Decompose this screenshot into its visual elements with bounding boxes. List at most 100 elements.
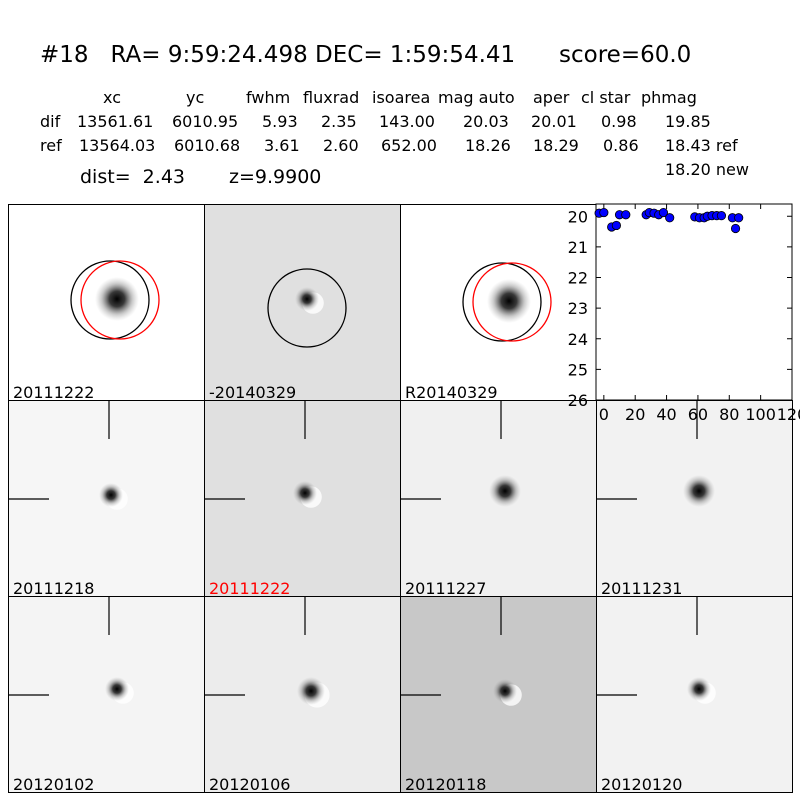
dist-readout: dist= 2.43 bbox=[80, 166, 185, 188]
cutout-date-label: 20111227 bbox=[405, 579, 487, 597]
cutout-date-label: R20140329 bbox=[405, 383, 498, 401]
y-tick-label: 22 bbox=[568, 269, 588, 288]
cutout-image bbox=[9, 597, 134, 704]
data-point bbox=[621, 210, 631, 220]
cutout-image bbox=[401, 597, 522, 706]
table-cell: 20.03 bbox=[463, 112, 509, 131]
table-cell: 6010.68 bbox=[174, 136, 241, 155]
y-tick-label: 21 bbox=[568, 238, 588, 257]
cutout-image bbox=[205, 597, 330, 708]
plot-area bbox=[595, 203, 793, 401]
data-point bbox=[658, 207, 669, 218]
lightcurve-svg: 20 21 22 23 24 25 26 0 20 40 60 80 100120 bbox=[568, 203, 800, 424]
aperture-circle bbox=[267, 268, 347, 348]
table-cell: 19.85 bbox=[665, 112, 711, 131]
col-header: yc bbox=[186, 88, 205, 107]
table-cell: 20.01 bbox=[531, 112, 577, 131]
col-header: phmag bbox=[641, 88, 697, 107]
row-label: ref bbox=[40, 136, 62, 155]
x-tick-label: 20 bbox=[625, 405, 645, 424]
star-source bbox=[687, 677, 711, 701]
col-header: fwhm bbox=[246, 88, 291, 107]
star-source bbox=[683, 475, 715, 507]
cutout-panel: -20140329 bbox=[204, 204, 401, 401]
cutout-panel: 20111222 bbox=[204, 400, 401, 597]
cutout-panel: 20120120 bbox=[596, 596, 793, 793]
star-source bbox=[105, 677, 129, 701]
row-label: dif bbox=[40, 112, 61, 131]
star-source bbox=[297, 677, 325, 705]
ref-aperture-circle bbox=[80, 260, 160, 340]
cutout-date-label: 20111231 bbox=[601, 579, 683, 597]
table-cell: 3.61 bbox=[264, 136, 300, 155]
data-point bbox=[611, 220, 621, 231]
cutout-panel: 20111227 bbox=[400, 400, 597, 597]
star-source bbox=[293, 481, 317, 505]
cutout-date-label: 20111222 bbox=[209, 579, 291, 597]
phmag-new: 18.20 new bbox=[665, 160, 749, 179]
x-tick-label: 0 bbox=[599, 405, 609, 424]
cutout-panel: 20120118 bbox=[400, 596, 597, 793]
data-point bbox=[599, 207, 609, 218]
data-point bbox=[665, 213, 675, 223]
z-readout: z=9.9900 bbox=[229, 166, 322, 188]
cutout-image bbox=[597, 597, 716, 704]
cutout-date-label: 20120118 bbox=[405, 775, 487, 793]
aperture-circle bbox=[462, 262, 542, 342]
aperture-circle bbox=[70, 260, 150, 340]
col-header: xc bbox=[103, 88, 121, 107]
cutout-image bbox=[597, 401, 715, 507]
x-tick-label: 100 bbox=[745, 405, 776, 424]
page-title: #18 RA= 9:59:24.498 DEC= 1:59:54.41 scor… bbox=[40, 42, 692, 68]
table-cell: 18.43 ref bbox=[665, 136, 738, 155]
table-cell: 143.00 bbox=[379, 112, 435, 131]
cutout-image bbox=[9, 401, 128, 510]
cutout-date-label: 20111218 bbox=[13, 579, 95, 597]
y-tick-label: 26 bbox=[568, 391, 588, 410]
ref-aperture-circle bbox=[472, 262, 552, 342]
cutout-image bbox=[462, 262, 552, 342]
star-source bbox=[95, 277, 139, 321]
y-tick-label: 20 bbox=[568, 207, 588, 226]
lightcurve-chart: 20 21 22 23 24 25 26 0 20 40 60 80 100120 bbox=[568, 203, 800, 424]
star-source bbox=[489, 475, 521, 507]
table-cell: 18.29 bbox=[533, 136, 579, 155]
star-source bbox=[99, 483, 123, 507]
table-cell: 2.60 bbox=[323, 136, 359, 155]
cutout-panel: R20140329 bbox=[400, 204, 597, 401]
table-cell: 18.26 bbox=[465, 136, 511, 155]
y-tick-label: 25 bbox=[568, 360, 588, 379]
data-point bbox=[730, 223, 741, 234]
cutout-panel: 20120106 bbox=[204, 596, 401, 793]
x-tick-label: 40 bbox=[656, 405, 676, 424]
table-cell: 0.98 bbox=[601, 112, 637, 131]
x-tick-label: 60 bbox=[688, 405, 708, 424]
table-cell: 2.35 bbox=[321, 112, 357, 131]
star-source bbox=[493, 679, 517, 703]
col-header: cl star bbox=[581, 88, 631, 107]
cutout-date-label: 20111222 bbox=[13, 383, 95, 401]
cutout-image bbox=[70, 260, 160, 340]
cutout-date-label: 20120102 bbox=[13, 775, 95, 793]
cutout-panel: 20111222 bbox=[8, 204, 205, 401]
col-header: aper bbox=[533, 88, 570, 107]
x-tick-label: 120 bbox=[777, 405, 800, 424]
cutout-panel: 20120102 bbox=[8, 596, 205, 793]
table-cell: 13564.03 bbox=[79, 136, 156, 155]
table-cell: 652.00 bbox=[381, 136, 437, 155]
col-header: isoarea bbox=[372, 88, 431, 107]
cutout-image bbox=[205, 401, 322, 508]
y-tick-label: 24 bbox=[568, 330, 588, 349]
cutout-date-label: 20120120 bbox=[601, 775, 683, 793]
table-cell: 13561.61 bbox=[77, 112, 154, 131]
cutout-panel: 20111218 bbox=[8, 400, 205, 597]
cutout-image bbox=[267, 268, 347, 348]
data-point bbox=[734, 213, 744, 223]
col-header: mag auto bbox=[438, 88, 515, 107]
col-header: fluxrad bbox=[303, 88, 360, 107]
y-tick-label: 23 bbox=[568, 299, 588, 318]
star-source bbox=[487, 279, 531, 323]
x-tick-label: 80 bbox=[719, 405, 739, 424]
table-cell: 0.86 bbox=[603, 136, 639, 155]
data-point bbox=[716, 211, 727, 221]
